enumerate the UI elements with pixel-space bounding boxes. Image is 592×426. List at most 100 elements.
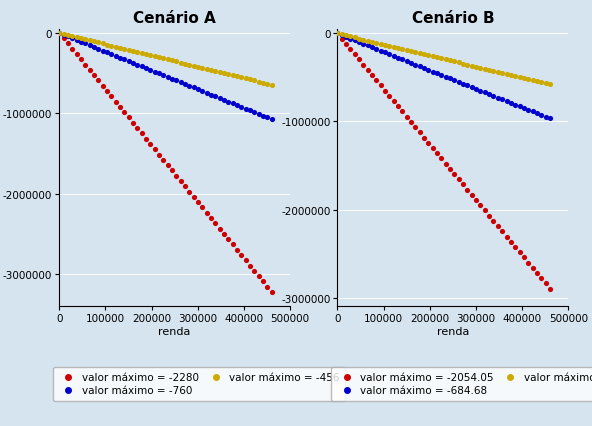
Point bbox=[54, 30, 64, 37]
Point bbox=[346, 34, 355, 41]
Point bbox=[159, 157, 168, 164]
Point bbox=[350, 38, 359, 45]
Point bbox=[484, 92, 494, 98]
Point bbox=[515, 104, 525, 110]
Point bbox=[467, 63, 477, 70]
Point bbox=[258, 278, 268, 285]
Point bbox=[115, 45, 125, 52]
Point bbox=[163, 74, 172, 81]
Point bbox=[532, 270, 542, 277]
Point bbox=[120, 46, 129, 53]
Point bbox=[515, 249, 525, 256]
Point bbox=[476, 88, 485, 95]
Point bbox=[342, 41, 351, 48]
Point bbox=[89, 44, 99, 51]
Point bbox=[528, 109, 538, 115]
Point bbox=[76, 57, 86, 63]
Point bbox=[355, 40, 364, 46]
Point bbox=[454, 60, 464, 67]
Point bbox=[441, 74, 451, 81]
Point bbox=[228, 242, 237, 248]
Legend: valor máximo = -2054.05, valor máximo = -684.68, valor máximo = -410.81: valor máximo = -2054.05, valor máximo = … bbox=[331, 367, 592, 401]
Point bbox=[532, 110, 542, 117]
Point bbox=[368, 39, 377, 46]
Point bbox=[198, 204, 207, 211]
Point bbox=[262, 115, 272, 121]
Point bbox=[185, 83, 194, 90]
Point bbox=[107, 43, 116, 50]
Point bbox=[333, 31, 342, 37]
Point bbox=[59, 36, 68, 43]
Point bbox=[215, 226, 224, 233]
Point bbox=[385, 43, 394, 50]
Point bbox=[497, 97, 507, 104]
Point bbox=[154, 55, 163, 61]
Point bbox=[193, 86, 202, 93]
Point bbox=[241, 106, 250, 113]
Point bbox=[185, 62, 194, 69]
Point bbox=[480, 90, 490, 97]
Point bbox=[454, 176, 464, 183]
Point bbox=[497, 228, 507, 235]
Point bbox=[154, 71, 163, 78]
Point bbox=[350, 52, 359, 58]
Point bbox=[128, 60, 137, 67]
Point bbox=[540, 114, 550, 121]
Point bbox=[72, 52, 81, 58]
Point bbox=[67, 46, 77, 53]
Point bbox=[394, 55, 403, 62]
Point bbox=[250, 109, 259, 116]
Point bbox=[402, 47, 411, 54]
Point bbox=[224, 236, 233, 243]
Point bbox=[59, 32, 68, 39]
Point bbox=[211, 94, 220, 101]
Point bbox=[450, 171, 459, 178]
Point bbox=[167, 167, 176, 174]
Point bbox=[63, 32, 73, 39]
Point bbox=[454, 79, 464, 86]
Point bbox=[411, 124, 420, 131]
Point bbox=[515, 75, 525, 81]
Point bbox=[337, 32, 346, 39]
Point bbox=[337, 32, 346, 39]
Point bbox=[107, 52, 116, 58]
Point bbox=[219, 97, 229, 104]
Point bbox=[489, 218, 498, 225]
Point bbox=[107, 94, 116, 101]
Point bbox=[389, 98, 398, 105]
Point bbox=[372, 46, 381, 53]
Point bbox=[85, 67, 94, 74]
Point bbox=[419, 135, 429, 141]
Point bbox=[398, 57, 407, 63]
Point bbox=[398, 46, 407, 53]
Point bbox=[176, 80, 185, 86]
Point bbox=[189, 194, 198, 201]
Point bbox=[502, 72, 511, 78]
Point bbox=[232, 102, 242, 109]
Point bbox=[85, 43, 94, 49]
Point bbox=[133, 49, 142, 56]
Point bbox=[519, 254, 529, 261]
Point bbox=[224, 72, 233, 78]
Point bbox=[540, 81, 550, 87]
Point bbox=[467, 84, 477, 91]
Point bbox=[484, 67, 494, 74]
Point bbox=[72, 35, 81, 41]
Point bbox=[94, 46, 103, 53]
Point bbox=[510, 244, 520, 251]
Point bbox=[258, 80, 268, 87]
Point bbox=[89, 39, 99, 46]
Point bbox=[502, 98, 511, 105]
Point bbox=[189, 85, 198, 92]
Point bbox=[228, 101, 237, 107]
Point bbox=[250, 78, 259, 85]
Point bbox=[540, 280, 550, 287]
Point bbox=[185, 189, 194, 196]
Point bbox=[111, 53, 120, 60]
Point bbox=[506, 72, 516, 79]
Point bbox=[267, 116, 276, 123]
Point bbox=[394, 104, 403, 110]
Point bbox=[424, 67, 433, 74]
Point bbox=[176, 178, 185, 185]
Point bbox=[193, 199, 202, 206]
